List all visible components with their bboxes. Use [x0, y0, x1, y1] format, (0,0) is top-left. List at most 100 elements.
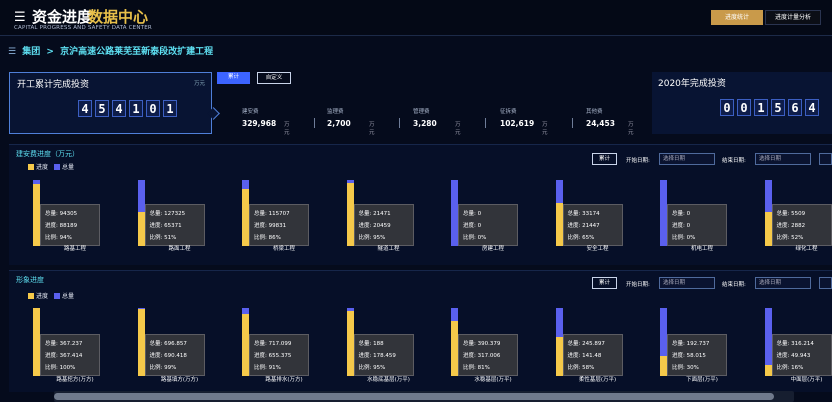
tooltip-row-progress: 进度: 65371	[150, 220, 204, 232]
bar-progress[interactable]	[33, 308, 40, 376]
scrollbar-thumb[interactable]	[54, 393, 774, 400]
app-title: 资金进度	[32, 8, 93, 26]
tooltip-value: 192.737	[686, 341, 710, 347]
start-date-input[interactable]: 选择日期	[659, 153, 715, 165]
bar-total[interactable]	[555, 308, 563, 376]
bar-total[interactable]	[451, 308, 458, 376]
fee-stat-value: 24,453	[586, 119, 615, 128]
bar-total[interactable]	[451, 180, 458, 246]
bar-tooltip: 总量: 717.099 进度: 655.375 比例: 91%	[249, 334, 309, 376]
tooltip-key: 总量:	[358, 341, 374, 347]
tooltip-value: 20459	[373, 223, 391, 229]
bar-total[interactable]	[346, 180, 354, 246]
tooltip-value: 95%	[373, 365, 386, 371]
bar-tooltip: 总量: 115707 进度: 99831 比例: 86%	[249, 204, 309, 246]
digit: 1	[129, 100, 143, 117]
tooltip-key: 进度:	[149, 353, 165, 359]
bar-total[interactable]	[242, 180, 249, 246]
tooltip-row-progress: 进度: 88189	[45, 220, 99, 232]
bar-total[interactable]	[33, 180, 40, 246]
progress-stats-button[interactable]: 进度统计	[711, 10, 763, 25]
tooltip-key: 总量:	[776, 211, 792, 217]
bar-total[interactable]	[346, 308, 354, 376]
tooltip-row-total: 总量: 367.237	[45, 338, 99, 350]
extra-control[interactable]	[819, 277, 832, 289]
tooltip-row-total: 总量: 21471	[359, 208, 413, 220]
cumulative-button[interactable]: 累计	[592, 277, 617, 289]
start-date-label: 开始日期:	[626, 158, 650, 164]
bar-progress[interactable]	[137, 308, 145, 376]
tooltip-row-ratio: 比例: 0%	[672, 232, 726, 244]
tooltip-key: 比例:	[149, 235, 165, 241]
bar-tooltip: 总量: 33174 进度: 21447 比例: 65%	[562, 204, 623, 246]
digit: 4	[112, 100, 126, 117]
digit: 5	[95, 100, 109, 117]
bar-progress[interactable]	[242, 314, 249, 376]
construction-fee-panel: 建安费进度（万元） 进度 总量 累计 开始日期: 选择日期 结束日期: 选择日期 总量: 94…	[9, 144, 832, 265]
bar-total[interactable]	[242, 308, 249, 376]
bar-progress[interactable]	[660, 355, 667, 376]
tooltip-key: 比例:	[672, 235, 687, 241]
bar-progress[interactable]	[33, 183, 40, 246]
bar-progress[interactable]	[346, 183, 354, 246]
bar-total[interactable]	[660, 308, 667, 376]
cumulative-button[interactable]: 累计	[592, 153, 617, 165]
tooltip-key: 比例:	[776, 365, 792, 371]
bar-total[interactable]	[137, 180, 145, 246]
fee-stat-label: 征拆费	[500, 109, 517, 115]
bar-total[interactable]	[764, 308, 772, 376]
tooltip-key: 总量:	[463, 211, 478, 217]
fee-stat-unit: 万元	[628, 122, 634, 136]
progress-analysis-button[interactable]: 进度计量分析	[765, 10, 821, 25]
breadcrumb-root[interactable]: 集团	[22, 47, 41, 57]
bar-progress[interactable]	[555, 336, 563, 376]
stat-divider	[485, 118, 486, 128]
bar-total[interactable]	[660, 180, 667, 246]
custom-button[interactable]: 自定义	[257, 72, 291, 84]
tooltip-row-ratio: 比例: 58%	[568, 362, 622, 374]
tooltip-key: 总量:	[45, 211, 60, 217]
bar-progress[interactable]	[451, 320, 458, 376]
end-date-input[interactable]: 选择日期	[755, 277, 811, 289]
tooltip-value: 655.375	[268, 353, 292, 359]
end-date-input[interactable]: 选择日期	[755, 153, 811, 165]
bar-progress[interactable]	[346, 311, 354, 376]
tooltip-value: 0	[477, 223, 482, 229]
menu-icon[interactable]: ☰	[8, 47, 17, 57]
category-label: 安全工程	[586, 246, 609, 252]
stat-divider	[314, 118, 315, 128]
bar-progress[interactable]	[764, 211, 772, 246]
tooltip-key: 比例:	[567, 235, 583, 241]
legend-total-swatch	[54, 293, 61, 299]
tooltip-value: 115707	[268, 211, 290, 217]
fee-stat-unit: 万元	[284, 122, 290, 136]
tooltip-value: 0	[477, 211, 482, 217]
category-label: 绿化工程	[795, 246, 818, 252]
tooltip-key: 比例:	[672, 365, 687, 371]
tooltip-row-progress: 进度: 690.418	[150, 350, 204, 362]
bar-total[interactable]	[555, 180, 563, 246]
tooltip-key: 进度:	[358, 353, 374, 359]
extra-control[interactable]	[819, 153, 832, 165]
fee-stat: 监理费 2,700 万元	[327, 107, 375, 136]
bar-total[interactable]	[764, 180, 772, 246]
tooltip-value: 94%	[59, 235, 72, 241]
bar-progress[interactable]	[555, 203, 563, 246]
bar-total[interactable]	[33, 308, 40, 376]
bar-progress[interactable]	[242, 189, 249, 246]
start-date-input[interactable]: 选择日期	[659, 277, 715, 289]
tooltip-key: 比例:	[463, 235, 478, 241]
legend-progress-swatch	[28, 164, 34, 170]
horizontal-scrollbar[interactable]	[54, 391, 794, 402]
bar-progress[interactable]	[137, 212, 145, 246]
tooltip-key: 进度:	[567, 353, 583, 359]
cumulative-button[interactable]: 累计	[217, 72, 250, 84]
bar-progress[interactable]	[764, 365, 772, 376]
tooltip-key: 比例:	[149, 365, 165, 371]
tooltip-key: 进度:	[776, 223, 792, 229]
tooltip-key: 总量:	[672, 341, 687, 347]
bar-total[interactable]	[137, 308, 145, 376]
panel-title: 形象进度	[16, 276, 44, 284]
tooltip-row-total: 总量: 115707	[254, 208, 308, 220]
